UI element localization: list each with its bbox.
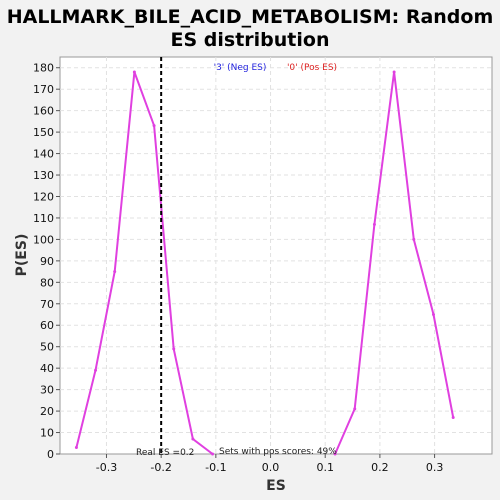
data-point [412, 237, 416, 241]
y-tick-label: 80 [40, 276, 54, 289]
y-tick-label: 40 [40, 362, 54, 375]
y-tick-label: 0 [47, 448, 54, 461]
y-tick-label: 30 [40, 384, 54, 397]
data-point [451, 416, 455, 420]
y-tick-label: 160 [33, 105, 54, 118]
x-axis-ticks: -0.3 -0.2 -0.1 0.0 0.1 0.2 0.3 [96, 454, 444, 474]
data-point [333, 452, 337, 456]
series-layer [74, 70, 455, 456]
y-tick-label: 50 [40, 341, 54, 354]
data-point [132, 70, 136, 74]
y-tick-label: 120 [33, 190, 54, 203]
data-point [392, 70, 396, 74]
y-tick-label: 130 [33, 169, 54, 182]
series-line-0 [75, 71, 214, 455]
y-tick-label: 170 [33, 83, 54, 96]
data-point [152, 124, 156, 128]
x-tick-label: 0.2 [371, 461, 389, 474]
y-tick-label: 20 [40, 405, 54, 418]
x-tick-label: -0.1 [205, 461, 226, 474]
data-point [94, 368, 98, 372]
y-tick-label: 100 [33, 233, 54, 246]
y-tick-label: 90 [40, 255, 54, 268]
y-tick-label: 110 [33, 212, 54, 225]
y-axis-ticks: 0 10 20 30 40 50 60 70 80 90 100 110 120 130 140 150 160… [33, 62, 60, 461]
y-tick-label: 60 [40, 319, 54, 332]
x-axis-label: ES [266, 478, 286, 494]
plot-area [59, 56, 493, 455]
legend-entry-neg: '3' (Neg ES) [214, 63, 267, 73]
data-point [172, 347, 176, 351]
legend-entry-pos: '0' (Pos ES) [287, 63, 337, 73]
x-tick-label: -0.3 [96, 461, 117, 474]
y-axis-label: P(ES) [14, 234, 30, 277]
data-point [211, 452, 215, 456]
real-es-annotation: Real ES =0.2 [136, 448, 194, 458]
y-tick-label: 140 [33, 148, 54, 161]
data-point [372, 222, 376, 226]
chart-title-line2: ES distribution [171, 29, 330, 51]
y-tick-label: 10 [40, 427, 54, 440]
data-point [431, 313, 435, 317]
chart-title-line1: HALLMARK_BILE_ACID_METABOLISM: Random [7, 6, 494, 28]
x-tick-label: -0.2 [150, 461, 171, 474]
x-tick-label: 0.1 [316, 461, 334, 474]
x-tick-label: 0.3 [426, 461, 444, 474]
data-point [74, 446, 78, 450]
y-tick-label: 150 [33, 126, 54, 139]
pos-scores-annotation: Sets with pos scores: 49% [219, 447, 337, 457]
x-tick-label: 0.0 [262, 461, 280, 474]
data-point [353, 407, 357, 411]
y-tick-label: 180 [33, 62, 54, 75]
y-tick-label: 70 [40, 298, 54, 311]
data-point [191, 437, 195, 441]
data-point [113, 270, 117, 274]
